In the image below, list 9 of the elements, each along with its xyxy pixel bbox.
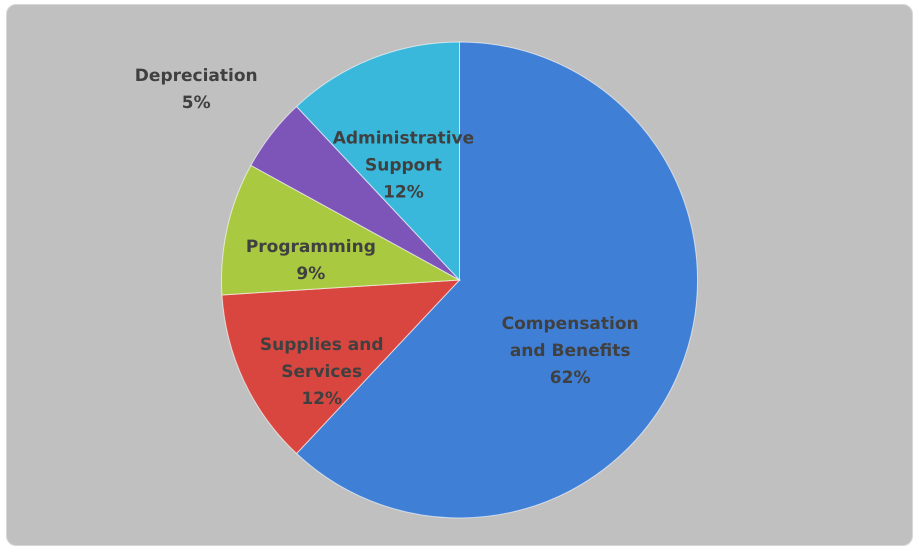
data-label: 62% xyxy=(550,368,590,388)
slice-label: Programming xyxy=(246,236,376,257)
slice-label: Depreciation xyxy=(134,66,258,86)
data-label: 12% xyxy=(301,388,342,409)
slice-label: Supplies and Services xyxy=(260,334,384,382)
data-label: 12% xyxy=(383,182,424,202)
data-label: 5% xyxy=(182,92,211,113)
slice-label: Compensation and Benefits xyxy=(502,314,639,361)
data-label: 9% xyxy=(296,264,326,284)
